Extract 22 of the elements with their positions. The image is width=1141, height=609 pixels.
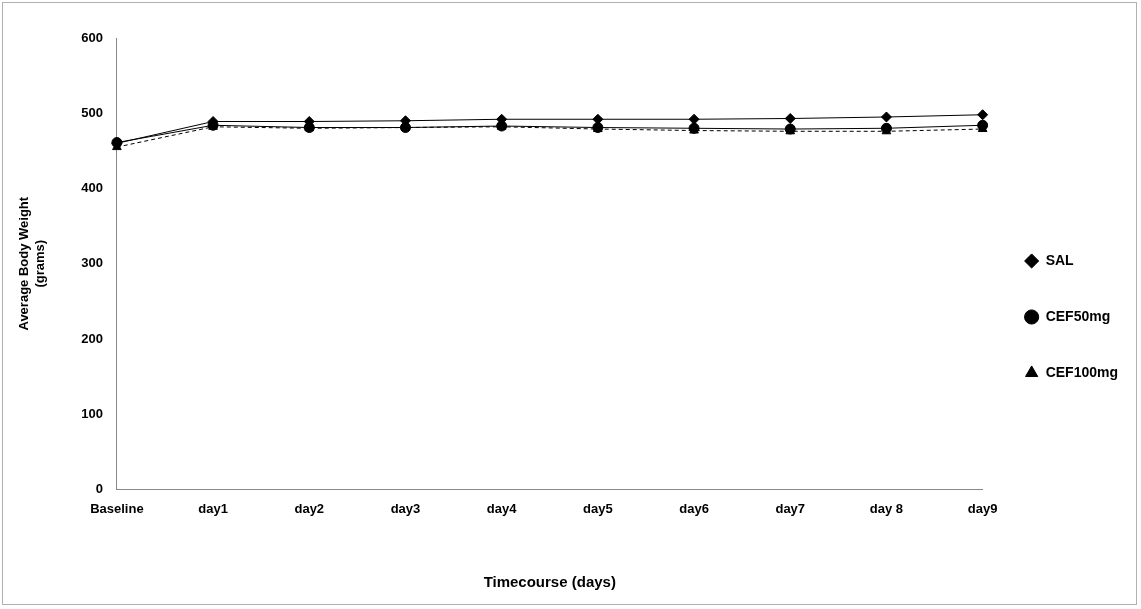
x-tick-label: day7 <box>775 500 806 516</box>
legend-label: CEF50mg <box>1045 307 1111 324</box>
x-tick-label: day5 <box>583 500 613 516</box>
y-tick-label: 600 <box>81 29 103 45</box>
y-tick-label: 400 <box>81 180 103 196</box>
x-tick-label: day 8 <box>869 500 904 516</box>
x-tick-label: Baseline <box>90 500 144 516</box>
legend-label: SAL <box>1045 251 1075 268</box>
x-axis-title: Timecourse (days) <box>483 573 616 591</box>
x-tick-label: day4 <box>486 500 518 516</box>
y-axis-title: Average Body Weight (grams) <box>16 196 47 331</box>
y-tick-label: 200 <box>81 330 103 346</box>
y-tick-label: 500 <box>81 104 103 120</box>
x-tick-label: day6 <box>679 500 709 516</box>
y-tick-label: 0 <box>95 480 103 496</box>
y-tick-label: 100 <box>81 405 103 421</box>
x-tick-label: day9 <box>967 500 998 516</box>
y-tick-label: 300 <box>81 255 103 271</box>
x-tick-label: day2 <box>294 500 325 516</box>
x-tick-label: day3 <box>390 500 421 516</box>
x-tick-label: day1 <box>198 500 228 516</box>
legend-label: CEF100mg <box>1045 363 1118 380</box>
